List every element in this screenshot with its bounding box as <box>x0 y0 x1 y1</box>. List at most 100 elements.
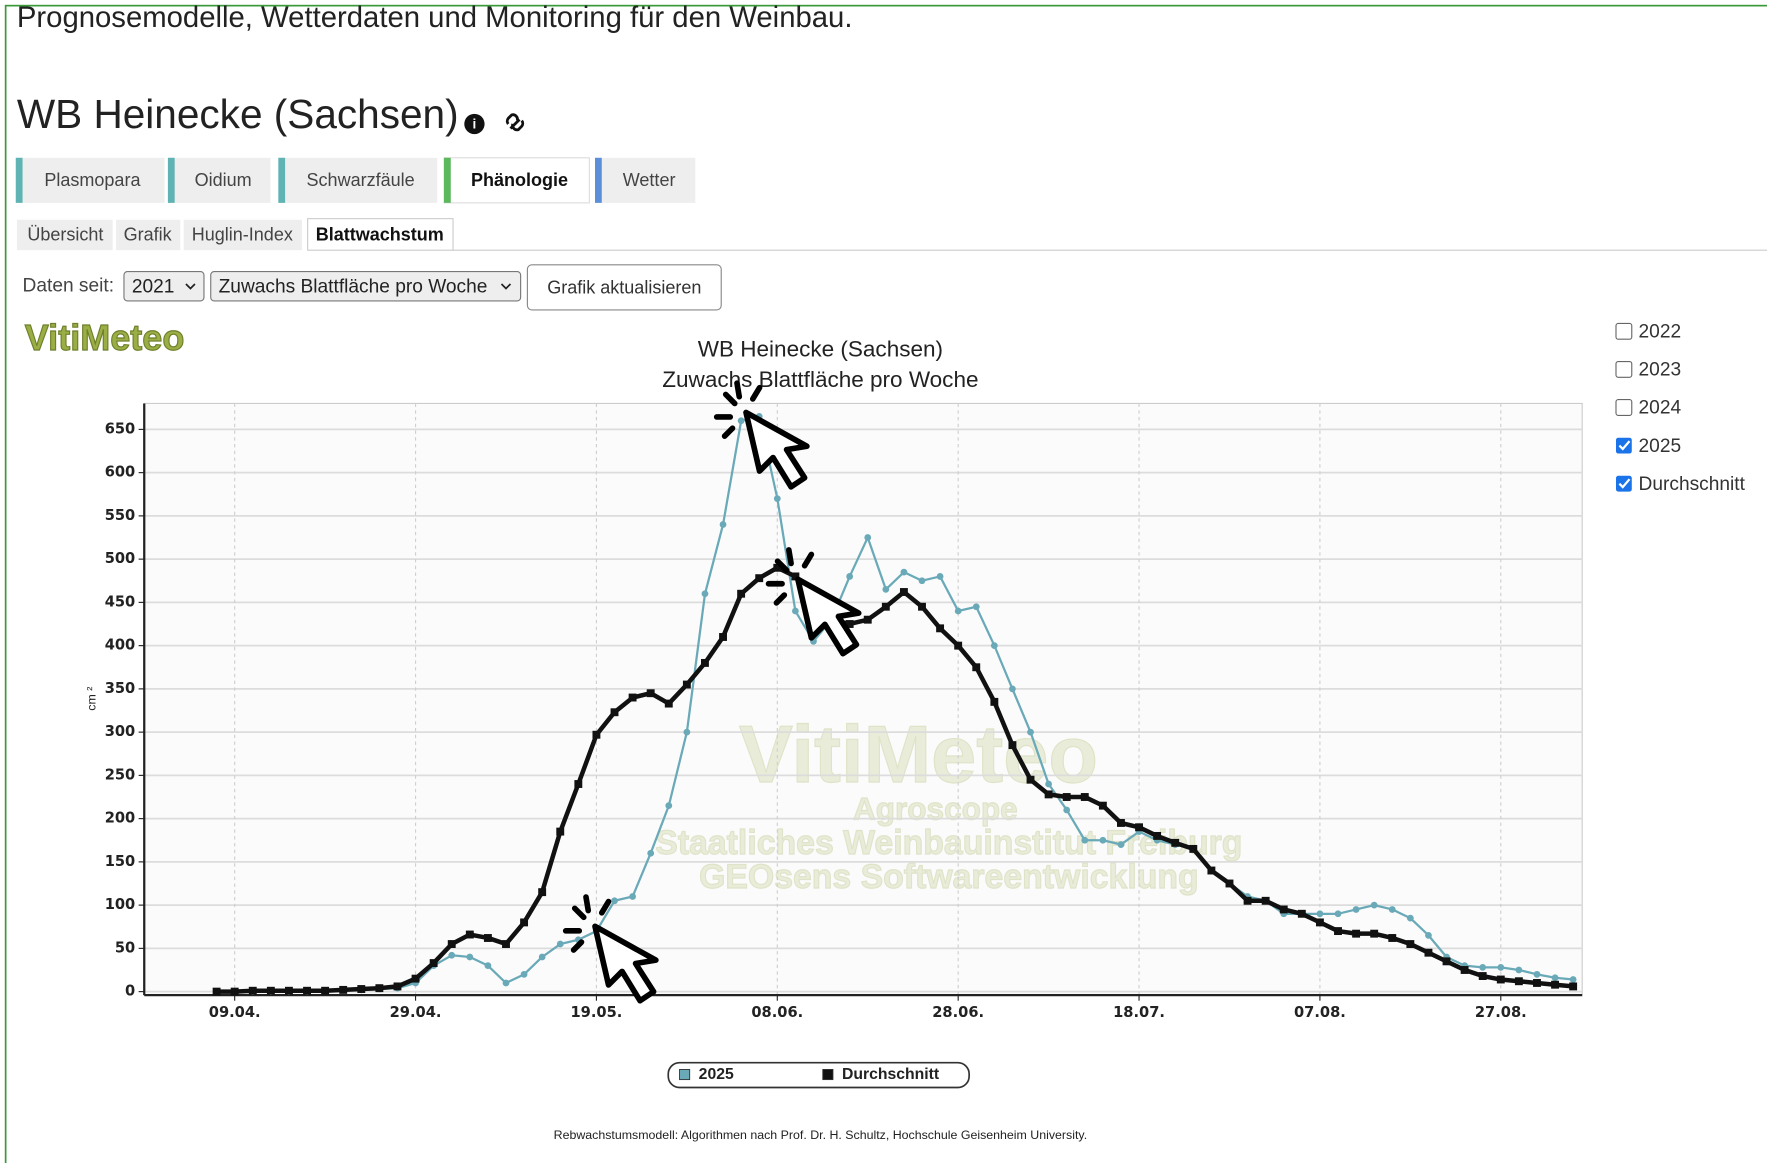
tab-bar <box>168 158 175 203</box>
data-point <box>249 987 257 995</box>
data-point <box>1317 910 1324 917</box>
checkbox-label[interactable]: 2023 <box>1639 360 1682 381</box>
data-point <box>1280 906 1288 914</box>
update-button-label[interactable]: Grafik aktualisieren <box>547 277 701 297</box>
checkbox[interactable] <box>1616 438 1632 454</box>
data-point <box>394 982 402 990</box>
x-tick-label: 28.06. <box>932 1004 984 1021</box>
tab-bar <box>16 158 23 203</box>
data-point <box>1461 966 1469 974</box>
data-point <box>864 616 872 624</box>
y-tick-label: 600 <box>105 464 136 481</box>
data-point <box>430 959 438 967</box>
subtab-label[interactable]: Blattwachstum <box>316 224 444 244</box>
data-point <box>901 569 908 576</box>
page: Prognosemodelle, Wetterdaten und Monitor… <box>0 0 1767 1163</box>
data-point <box>213 988 221 996</box>
data-point <box>1099 837 1106 844</box>
data-point <box>1118 841 1125 848</box>
checkbox[interactable] <box>1616 362 1632 378</box>
y-tick-label: 300 <box>105 723 136 740</box>
data-point <box>918 603 926 611</box>
data-point <box>611 708 619 716</box>
y-tick-label: 100 <box>105 896 136 913</box>
data-point <box>882 586 889 593</box>
data-point <box>466 954 473 961</box>
data-point <box>557 941 564 948</box>
tab-label[interactable]: Plasmopara <box>44 170 141 190</box>
data-point <box>1425 932 1432 939</box>
subtab-label[interactable]: Huglin-Index <box>192 224 293 244</box>
legend-label[interactable]: Durchschnitt <box>842 1066 940 1083</box>
data-point <box>647 689 655 697</box>
tab-bar <box>444 158 451 203</box>
data-point <box>231 988 239 996</box>
data-point <box>1189 845 1197 853</box>
tabs: Plasmopara Oidium Schwarzfäule Phänologi… <box>16 158 696 203</box>
tab-label[interactable]: Schwarzfäule <box>307 170 415 190</box>
data-point <box>1389 906 1396 913</box>
data-point <box>1226 880 1234 888</box>
data-point <box>665 700 673 708</box>
data-point <box>1534 971 1541 978</box>
data-point <box>1135 823 1143 831</box>
year-value[interactable]: 2021 <box>132 276 175 297</box>
checkbox[interactable] <box>1616 400 1632 416</box>
data-point <box>900 588 908 596</box>
data-point <box>936 624 944 632</box>
x-tick-label: 07.08. <box>1294 1004 1346 1021</box>
data-point <box>1008 741 1016 749</box>
data-point <box>683 681 691 689</box>
data-point <box>1207 867 1215 875</box>
checkbox-label[interactable]: 2025 <box>1639 436 1682 457</box>
legend-swatch <box>823 1069 833 1079</box>
subtab-label[interactable]: Übersicht <box>27 224 103 244</box>
data-point <box>973 603 980 610</box>
data-point <box>484 934 492 942</box>
checkbox-label[interactable]: 2022 <box>1639 322 1682 343</box>
tab-label[interactable]: Oidium <box>195 170 252 190</box>
data-point <box>466 931 474 939</box>
data-point <box>755 574 763 582</box>
checkbox-label[interactable]: 2024 <box>1639 398 1682 419</box>
data-point <box>412 975 420 983</box>
data-point <box>738 417 745 424</box>
y-tick-label: 650 <box>105 420 136 437</box>
y-tick-label: 400 <box>105 637 136 654</box>
tab-label[interactable]: Wetter <box>623 170 676 190</box>
subtab-label[interactable]: Grafik <box>124 224 173 244</box>
tab-label[interactable]: Phänologie <box>471 170 568 190</box>
data-point <box>503 980 510 987</box>
variable-value[interactable]: Zuwachs Blattfläche pro Woche <box>219 276 488 297</box>
checkbox-label[interactable]: Durchschnitt <box>1639 474 1746 495</box>
data-point <box>538 888 546 896</box>
subtitle: Prognosemodelle, Wetterdaten und Monitor… <box>17 1 853 34</box>
watermark-text: VitiMeteo <box>739 710 1098 800</box>
data-point <box>955 608 962 615</box>
data-point <box>574 780 582 788</box>
data-point <box>1335 910 1342 917</box>
station-title: WB Heinecke (Sachsen) <box>17 91 459 137</box>
y-tick-label: 50 <box>115 939 135 956</box>
checkbox[interactable] <box>1616 476 1632 492</box>
data-point <box>1371 902 1378 909</box>
data-point <box>1570 976 1577 983</box>
y-tick-label: 0 <box>125 983 135 1000</box>
data-point <box>1407 915 1414 922</box>
data-point <box>303 987 311 995</box>
data-point <box>285 987 293 995</box>
data-point <box>1081 837 1088 844</box>
data-point <box>1063 793 1071 801</box>
data-point <box>1099 802 1107 810</box>
link-icon[interactable] <box>507 115 523 130</box>
legend-label[interactable]: 2025 <box>699 1066 734 1083</box>
data-point <box>1353 906 1360 913</box>
data-point <box>1298 910 1306 918</box>
y-tick-label: 150 <box>105 853 136 870</box>
data-point <box>629 893 636 900</box>
data-point <box>720 521 727 528</box>
subtabs: Übersicht Grafik Huglin-Index Blattwachs… <box>17 219 453 251</box>
data-point <box>1569 982 1577 990</box>
data-point <box>665 802 672 809</box>
checkbox[interactable] <box>1616 323 1632 339</box>
